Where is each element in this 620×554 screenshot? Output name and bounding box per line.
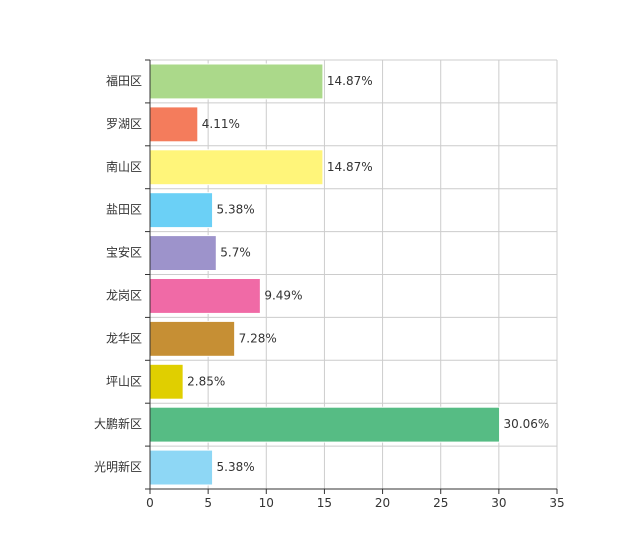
axis-layer [145,59,558,494]
category-label: 南山区 [106,159,142,174]
bar[interactable] [149,320,236,357]
category-label: 光明新区 [94,459,142,474]
bar-value-label: 5.38% [217,203,255,217]
category-label: 坪山区 [106,374,142,388]
bars-layer [149,63,501,486]
category-label: 盐田区 [106,203,142,217]
bar-value-label: 5.7% [220,246,251,260]
x-tick-label: 10 [259,496,274,510]
bar-value-label: 2.85% [187,374,225,388]
bar[interactable] [149,278,261,314]
category-label: 福田区 [106,73,142,88]
bar-value-label: 4.11% [202,117,240,131]
labels-layer: 14.87% 福田区 4.11% 罗湖区 14.87% 南山区 5.38% 盐田区 5.7% 宝安… [94,73,565,510]
x-tick-label: 0 [146,496,154,510]
bar[interactable] [149,192,214,229]
bar-value-label: 7.28% [239,331,277,345]
category-label: 大鹏新区 [94,416,142,431]
x-tick-label: 30 [491,496,506,510]
x-tick-label: 35 [549,496,564,510]
bar[interactable] [149,63,324,100]
x-tick-label: 15 [317,496,332,510]
bar-value-label: 9.49% [264,288,302,302]
bar[interactable] [149,149,324,186]
category-label: 罗湖区 [106,116,142,131]
x-tick-label: 20 [375,496,390,510]
bar-value-label: 30.06% [504,417,550,431]
bar-value-label: 5.38% [217,460,255,474]
category-label: 龙华区 [106,331,142,345]
x-tick-label: 5 [204,496,212,510]
bar[interactable] [149,363,184,400]
bar-value-label: 14.87% [327,160,373,174]
bar-value-label: 14.87% [327,74,373,88]
category-label: 宝安区 [106,245,142,260]
bar[interactable] [149,235,217,272]
bar[interactable] [149,406,501,443]
bar[interactable] [149,449,214,486]
category-label: 龙岗区 [106,288,142,302]
bar[interactable] [149,106,199,143]
x-tick-label: 25 [433,496,448,510]
